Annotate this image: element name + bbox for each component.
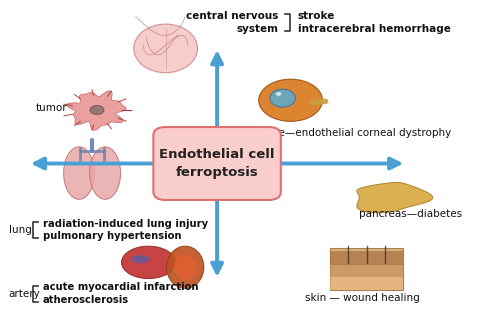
FancyBboxPatch shape: [330, 264, 404, 277]
Text: Endothelial cell
ferroptosis: Endothelial cell ferroptosis: [160, 148, 275, 179]
Text: eye—endothelial corneal dystrophy: eye—endothelial corneal dystrophy: [266, 128, 452, 138]
FancyBboxPatch shape: [330, 251, 404, 265]
Text: stroke
intracerebral hemorrhage: stroke intracerebral hemorrhage: [298, 11, 451, 34]
Text: acute myocardial infarction
atherosclerosis: acute myocardial infarction atherosclero…: [43, 283, 199, 305]
Ellipse shape: [270, 89, 295, 107]
Text: tumor: tumor: [36, 103, 68, 113]
FancyBboxPatch shape: [330, 276, 404, 290]
Ellipse shape: [122, 246, 176, 279]
Ellipse shape: [90, 147, 120, 199]
Ellipse shape: [174, 255, 197, 280]
Text: pancreas—diabetes: pancreas—diabetes: [360, 209, 463, 219]
FancyBboxPatch shape: [330, 248, 404, 290]
Ellipse shape: [166, 246, 204, 288]
Polygon shape: [66, 91, 126, 130]
Text: lung: lung: [8, 225, 32, 235]
Ellipse shape: [90, 105, 104, 115]
Polygon shape: [357, 182, 433, 213]
Ellipse shape: [134, 24, 198, 73]
Ellipse shape: [64, 147, 94, 199]
Ellipse shape: [276, 92, 281, 96]
Text: radiation-induced lung injury
pulmonary hypertension: radiation-induced lung injury pulmonary …: [43, 218, 208, 241]
Text: central nervous
system: central nervous system: [186, 11, 278, 34]
Text: artery: artery: [8, 289, 40, 299]
Ellipse shape: [131, 255, 150, 263]
Ellipse shape: [259, 79, 322, 121]
FancyBboxPatch shape: [154, 127, 281, 200]
Text: skin — wound healing: skin — wound healing: [306, 293, 420, 303]
